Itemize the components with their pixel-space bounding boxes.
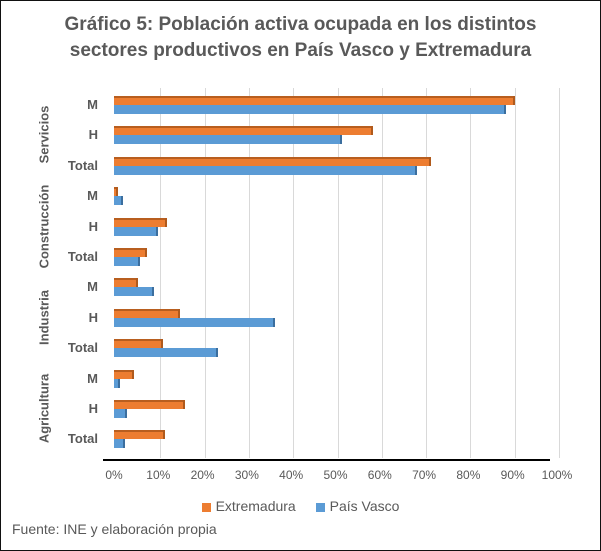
gridline — [470, 88, 472, 458]
bar-extremadura — [114, 369, 132, 379]
gridline — [337, 88, 339, 458]
bar-pais-vasco — [114, 378, 119, 388]
x-tick-label: 100% — [541, 468, 573, 482]
x-axis-line — [103, 459, 550, 461]
legend-item-extremadura: Extremadura — [201, 498, 296, 514]
bar-pais-vasco — [114, 196, 121, 206]
x-tick-label: 60% — [367, 468, 392, 482]
x-tick-label: 30% — [234, 468, 259, 482]
gridline — [160, 88, 162, 458]
x-tick-label: 20% — [190, 468, 215, 482]
gridline — [248, 88, 250, 458]
bar-extremadura — [114, 308, 179, 318]
chart-title-line1: Gráfico 5: Población activa ocupada en l… — [64, 14, 537, 35]
bar-pais-vasco — [114, 409, 126, 418]
bar-extremadura — [114, 248, 145, 257]
x-tick-label: 10% — [146, 468, 171, 482]
category-label: Total — [67, 249, 98, 264]
bar-extremadura — [114, 126, 371, 136]
legend-swatch-pais-vasco — [315, 502, 325, 512]
legend-label-pais-vasco: País Vasco — [329, 498, 400, 514]
gridline — [204, 88, 206, 458]
x-tick-label: 50% — [323, 468, 348, 482]
bar-extremadura — [114, 339, 161, 349]
bar-extremadura — [114, 156, 429, 166]
x-tick-label: 0% — [105, 468, 123, 482]
source-note: Fuente: INE y elaboración propia — [12, 521, 217, 537]
x-tick-label: 80% — [456, 468, 481, 482]
x-tick-label: 70% — [412, 468, 437, 482]
category-label: H — [88, 127, 98, 143]
chart-title-line2: sectores productivos en País Vasco y Ext… — [69, 40, 532, 61]
category-label: Total — [67, 431, 98, 447]
category-label: Total — [67, 340, 98, 356]
legend-swatch-extremadura — [201, 502, 211, 512]
legend-label-extremadura: Extremadura — [215, 498, 296, 514]
bar-pais-vasco — [114, 135, 340, 145]
bar-extremadura — [114, 187, 117, 197]
legend-item-pais-vasco: País Vasco — [315, 498, 400, 514]
gridline — [293, 88, 295, 458]
category-label: M — [87, 188, 98, 204]
gridline — [426, 88, 428, 458]
bar-extremadura — [114, 400, 183, 409]
x-tick-label: 90% — [500, 468, 525, 482]
bar-pais-vasco — [114, 287, 152, 297]
bar-pais-vasco — [114, 257, 139, 266]
legend: Extremadura País Vasco — [0, 498, 601, 514]
category-label: H — [88, 218, 98, 234]
category-label: M — [87, 370, 98, 386]
bar-extremadura — [114, 217, 165, 227]
bar-pais-vasco — [114, 226, 157, 236]
bar-extremadura — [114, 430, 163, 440]
chart-title: Gráfico 5: Población activa ocupada en l… — [0, 12, 601, 64]
category-label: M — [87, 97, 98, 112]
category-label: H — [88, 401, 98, 416]
gridline — [559, 88, 560, 458]
category-label: H — [88, 309, 98, 325]
x-tick-label: 40% — [279, 468, 304, 482]
bar-pais-vasco — [114, 348, 216, 358]
bar-pais-vasco — [114, 165, 416, 175]
bar-pais-vasco — [114, 317, 274, 327]
bar-extremadura — [114, 278, 137, 288]
gridline — [514, 88, 516, 458]
group-label: Agricultura — [36, 373, 52, 444]
gridline — [381, 88, 383, 458]
category-label: Total — [67, 157, 98, 173]
bar-extremadura — [114, 96, 513, 105]
category-label: M — [87, 279, 98, 295]
bar-pais-vasco — [114, 105, 504, 114]
bar-pais-vasco — [114, 439, 123, 449]
